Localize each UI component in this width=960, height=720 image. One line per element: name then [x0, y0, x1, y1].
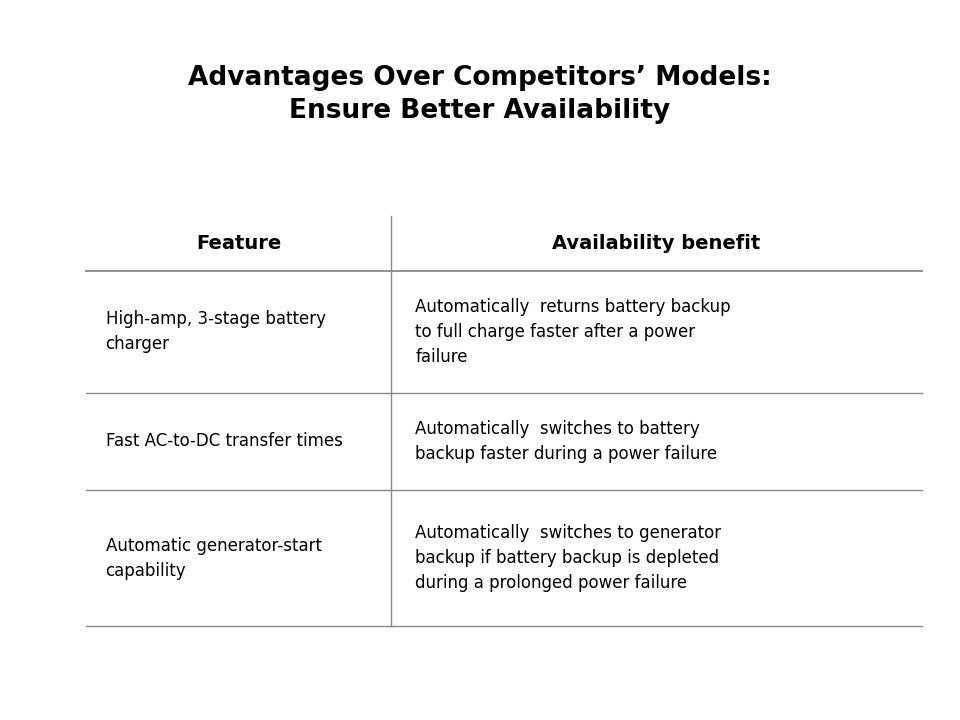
Text: Availability benefit: Availability benefit [552, 234, 760, 253]
Text: Feature: Feature [196, 234, 281, 253]
Text: Automatically  switches to battery
backup faster during a power failure: Automatically switches to battery backup… [416, 420, 717, 463]
Text: Fast AC-to-DC transfer times: Fast AC-to-DC transfer times [106, 433, 343, 451]
Text: Advantages Over Competitors’ Models:
Ensure Better Availability: Advantages Over Competitors’ Models: Ens… [188, 65, 772, 124]
Text: Automatic generator-start
capability: Automatic generator-start capability [106, 537, 322, 580]
Text: Automatically  returns battery backup
to full charge faster after a power
failur: Automatically returns battery backup to … [416, 298, 731, 366]
Text: High-amp, 3-stage battery
charger: High-amp, 3-stage battery charger [106, 310, 325, 354]
Text: Automatically  switches to generator
backup if battery backup is depleted
during: Automatically switches to generator back… [416, 524, 721, 593]
